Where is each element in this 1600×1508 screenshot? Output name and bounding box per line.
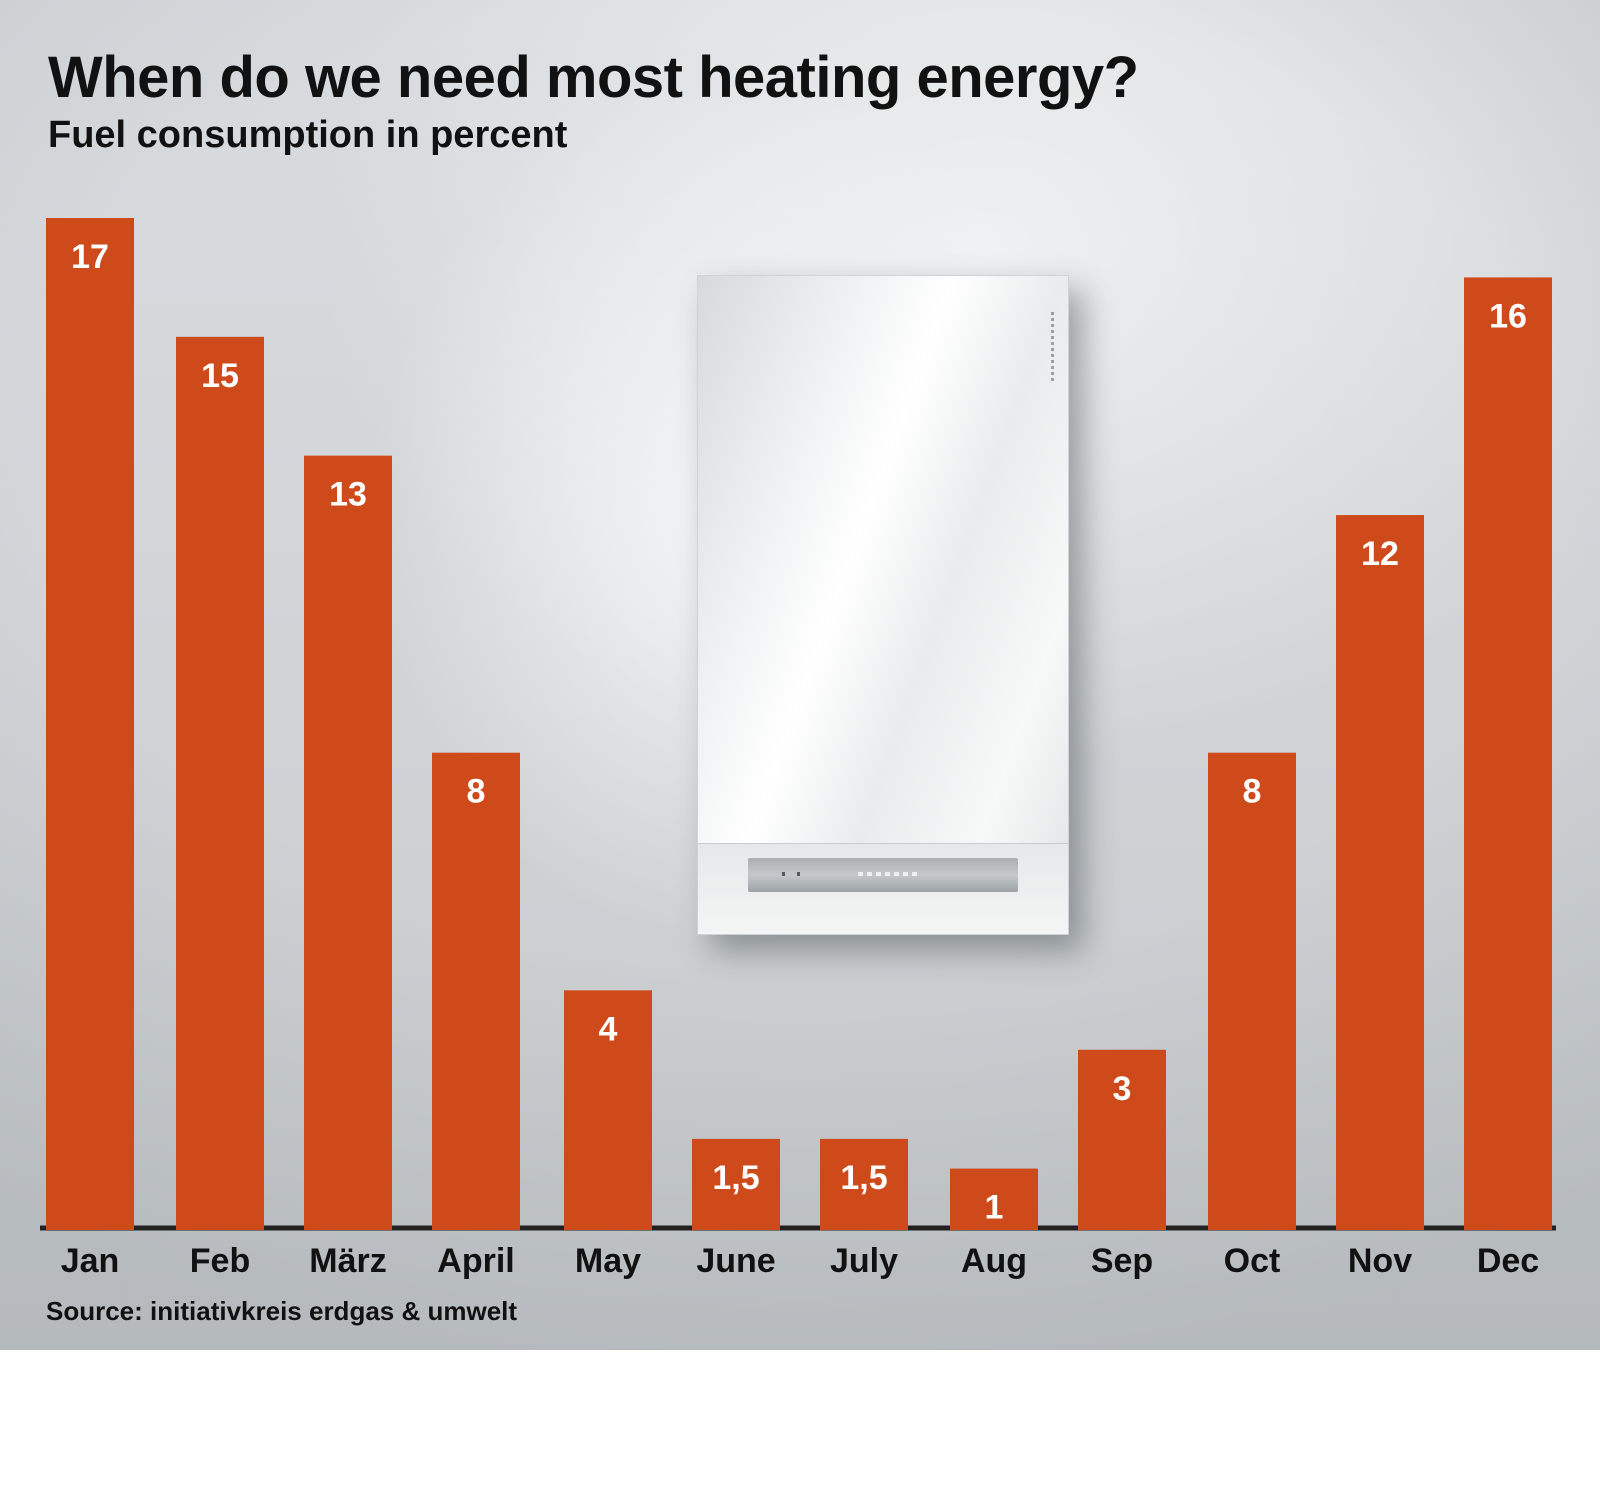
bar-sep	[1078, 1049, 1166, 1230]
value-label: 13	[329, 476, 367, 514]
category-label: Aug	[961, 1242, 1027, 1280]
bar-feb	[176, 336, 264, 1231]
value-label: 15	[201, 357, 239, 395]
category-label: Oct	[1224, 1242, 1281, 1280]
category-label: Dec	[1477, 1242, 1539, 1280]
bar-june	[692, 1138, 780, 1230]
category-label: April	[437, 1242, 514, 1280]
bar-chart: 17Jan15Feb13März8April4May1,5June1,5July…	[40, 218, 1556, 1280]
category-label: Jan	[61, 1242, 120, 1280]
category-label: July	[830, 1242, 898, 1280]
bar-jan	[46, 218, 134, 1230]
value-label: 12	[1361, 535, 1399, 573]
boiler-display	[748, 858, 1018, 892]
bar-märz	[304, 455, 392, 1230]
boiler-vent	[1051, 312, 1054, 382]
value-label: 1	[985, 1189, 1004, 1227]
value-label: 17	[71, 238, 109, 276]
value-label: 8	[1243, 773, 1262, 811]
bar-april	[432, 752, 520, 1230]
bar-may	[564, 990, 652, 1230]
source-note: Source: initiativkreis erdgas & umwelt	[46, 1296, 518, 1326]
value-label: 16	[1489, 297, 1527, 335]
value-label: 4	[599, 1010, 618, 1048]
bar-oct	[1208, 752, 1296, 1230]
bar-nov	[1336, 515, 1424, 1230]
category-label: Nov	[1348, 1242, 1412, 1280]
boiler-base	[698, 843, 1068, 934]
category-label: Feb	[190, 1242, 250, 1280]
chart-subtitle: Fuel consumption in percent	[48, 114, 568, 156]
chart-title: When do we need most heating energy?	[48, 45, 1139, 110]
category-label: May	[575, 1242, 641, 1280]
category-label: Sep	[1091, 1242, 1153, 1280]
bar-aug	[950, 1168, 1038, 1230]
category-label: June	[696, 1242, 775, 1280]
bar-july	[820, 1138, 908, 1230]
value-label: 3	[1113, 1070, 1132, 1108]
value-label: 1,5	[712, 1159, 759, 1197]
value-label: 1,5	[840, 1159, 887, 1197]
boiler-illustration	[697, 275, 1069, 935]
value-label: 8	[467, 773, 486, 811]
category-label: März	[309, 1242, 386, 1280]
bar-dec	[1464, 277, 1552, 1231]
